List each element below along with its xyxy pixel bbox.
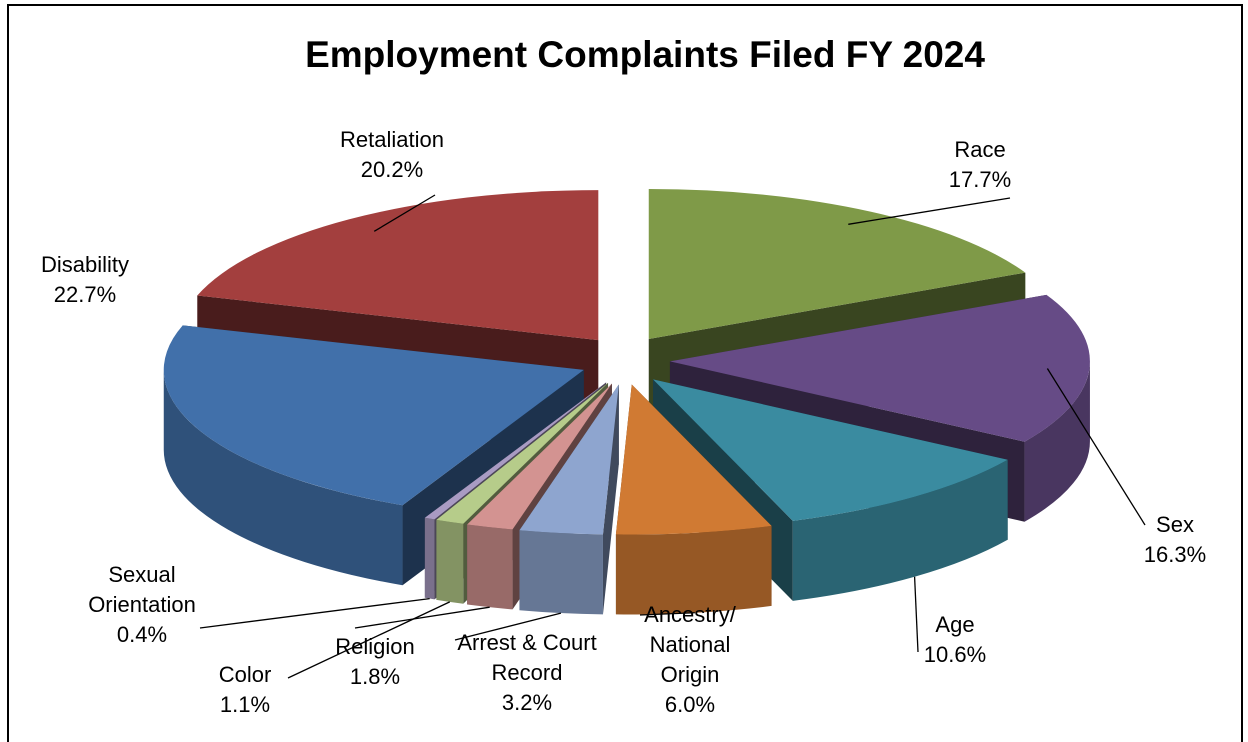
slice-top bbox=[197, 190, 599, 341]
slice-side bbox=[792, 459, 1008, 601]
slice-top bbox=[436, 382, 609, 524]
slice-label: Age 10.6% bbox=[924, 610, 986, 670]
slice-top bbox=[519, 384, 619, 535]
slice-top bbox=[424, 382, 607, 520]
leader-line bbox=[454, 612, 562, 641]
value-label: 1.1% bbox=[219, 692, 271, 717]
value-label: 3.2% bbox=[501, 690, 553, 715]
value-label: 22.7% bbox=[53, 282, 117, 307]
slice-label: Religion 1.8% bbox=[335, 632, 415, 692]
slice-top bbox=[163, 325, 584, 506]
value-label: 20.2% bbox=[360, 157, 424, 182]
slice-label: Sexual Orientation 0.4% bbox=[67, 560, 217, 650]
category-label: Sex bbox=[1156, 512, 1194, 537]
category-label: Sexual Orientation bbox=[88, 562, 196, 617]
leader-line bbox=[848, 197, 1011, 225]
slice-top bbox=[648, 188, 1026, 339]
slice-side bbox=[424, 517, 435, 600]
slice-side bbox=[1024, 361, 1090, 522]
category-label: Color bbox=[218, 662, 272, 687]
leader-line bbox=[373, 194, 436, 232]
value-label: 10.6% bbox=[923, 642, 987, 667]
value-label: 17.7% bbox=[948, 167, 1012, 192]
category-label: Retaliation bbox=[340, 127, 444, 152]
slice-label: Arrest & Court Record 3.2% bbox=[442, 628, 612, 718]
category-label: Race bbox=[954, 137, 1006, 162]
slice-top bbox=[653, 379, 1008, 521]
leader-line bbox=[287, 601, 451, 679]
slice-label: Sex 16.3% bbox=[1144, 510, 1206, 570]
slice-label: Retaliation 20.2% bbox=[340, 125, 444, 185]
slice bbox=[615, 384, 772, 615]
slice-label: Race 17.7% bbox=[949, 135, 1011, 195]
leader-line bbox=[639, 612, 695, 616]
category-label: Religion bbox=[335, 634, 415, 659]
value-label: 1.8% bbox=[349, 664, 401, 689]
leader-line bbox=[199, 597, 430, 629]
slice-side bbox=[436, 519, 464, 604]
leader-line bbox=[1046, 368, 1146, 526]
slice-top bbox=[467, 383, 612, 530]
slice-label: Disability 22.7% bbox=[41, 250, 129, 310]
slice-side bbox=[519, 530, 603, 615]
leader-line bbox=[354, 606, 490, 629]
category-label: Age bbox=[935, 612, 975, 637]
slice-side bbox=[467, 524, 513, 610]
leader-line bbox=[913, 576, 919, 653]
category-label: Arrest & Court Record bbox=[457, 630, 597, 685]
chart-title: Employment Complaints Filed FY 2024 bbox=[305, 34, 985, 75]
slice-side bbox=[615, 525, 772, 615]
value-label: 16.3% bbox=[1143, 542, 1207, 567]
slice-top bbox=[615, 384, 772, 535]
slice bbox=[519, 384, 619, 615]
slice-label: Color 1.1% bbox=[219, 660, 272, 720]
category-label: Ancestry/ National Origin bbox=[644, 602, 736, 687]
value-label: 6.0% bbox=[664, 692, 716, 717]
category-label: Disability bbox=[40, 252, 130, 277]
frame bbox=[7, 4, 1243, 742]
value-label: 0.4% bbox=[116, 622, 168, 647]
slice-top bbox=[669, 294, 1090, 442]
slice-label: Ancestry/ National Origin 6.0% bbox=[630, 600, 750, 720]
slice-side bbox=[163, 369, 403, 586]
